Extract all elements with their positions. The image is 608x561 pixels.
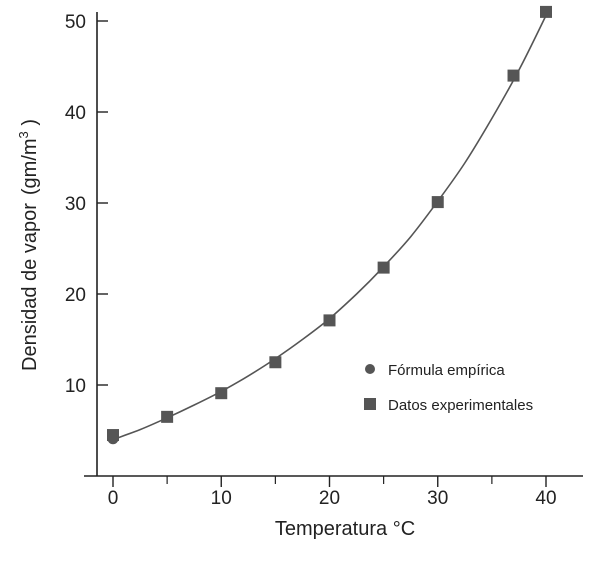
data-point-square-4: [323, 314, 336, 327]
y-tick-label-10: 10: [65, 376, 86, 397]
data-point-square-2: [215, 387, 228, 400]
x-tick-label-0: 0: [108, 488, 119, 509]
ticks: 0 10 20 30 40 10 20 30 40 50: [65, 12, 557, 509]
legend: Fórmula empírica Datos experimentales: [364, 362, 533, 414]
legend-square-marker: [364, 398, 376, 410]
data-point-square-6: [431, 196, 444, 209]
y-axis-title-unit-suffix: ): [19, 119, 41, 131]
legend-label-formula: Fórmula empírica: [388, 362, 505, 379]
x-axis-title: Temperatura °C: [275, 518, 415, 540]
data-point-square-8: [540, 5, 552, 18]
x-tick-label-30: 30: [427, 488, 448, 509]
y-tick-label-20: 20: [65, 285, 86, 306]
y-tick-label-30: 30: [65, 194, 86, 215]
legend-circle-marker: [365, 364, 375, 374]
data-point-square-3: [269, 356, 282, 369]
data-point-square-1: [161, 410, 174, 423]
y-tick-label-40: 40: [65, 103, 86, 124]
y-tick-label-50: 50: [65, 12, 86, 33]
x-tick-label-40: 40: [535, 488, 556, 509]
y-axis-title-unit-exp: 3: [16, 131, 31, 138]
y-axis-title: Densidad de vapor (gm/m3 ): [16, 119, 41, 371]
x-tick-label-20: 20: [319, 488, 340, 509]
data-point-circle-0: [107, 433, 119, 445]
y-axis-title-unit-prefix: (gm/m: [19, 138, 41, 195]
points-layer: [107, 5, 552, 445]
legend-label-datos: Datos experimentales: [388, 397, 533, 414]
data-point-square-5: [377, 261, 390, 274]
x-tick-label-10: 10: [211, 488, 232, 509]
y-axis-title-main: Densidad de vapor: [19, 203, 41, 371]
data-point-square-7: [507, 69, 520, 82]
